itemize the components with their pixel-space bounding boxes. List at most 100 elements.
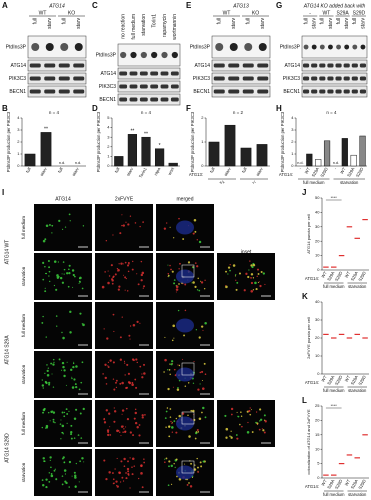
speck: [197, 277, 199, 280]
blot-row-label: BECN1: [193, 89, 210, 95]
speck: [167, 273, 170, 275]
blot-band: [129, 84, 138, 89]
speck: [127, 372, 131, 375]
speck: [118, 285, 121, 288]
speck: [178, 364, 181, 367]
dot-blot: [344, 44, 350, 50]
speck: [136, 425, 139, 429]
speck: [199, 371, 202, 374]
speck: [72, 362, 75, 365]
speck: [68, 268, 70, 271]
speck: [74, 476, 77, 479]
speck: [260, 418, 263, 421]
speck: [225, 285, 228, 289]
blot-band: [257, 76, 269, 81]
y-tick-label: 40: [315, 299, 320, 304]
speck: [173, 420, 176, 423]
speck: [103, 328, 105, 330]
speck: [168, 435, 171, 438]
speck: [225, 427, 229, 431]
speck: [170, 363, 173, 366]
speck: [246, 431, 250, 434]
speck: [200, 281, 204, 284]
speck: [64, 480, 67, 483]
speck: [175, 285, 179, 288]
speck: [178, 268, 180, 270]
speck: [53, 469, 56, 472]
speck: [52, 418, 55, 421]
speck: [71, 475, 73, 477]
speck: [55, 315, 58, 317]
speck: [58, 358, 61, 361]
nucleus: [176, 318, 194, 333]
blot-row-label: ATG14: [11, 63, 27, 69]
speck: [123, 360, 126, 362]
speck: [126, 264, 130, 267]
blot-band: [319, 63, 326, 68]
speck: [202, 329, 204, 331]
speck: [187, 414, 189, 416]
speck: [169, 226, 171, 228]
y-tick-label: 10: [315, 353, 320, 358]
speck: [175, 431, 178, 434]
speck: [69, 331, 72, 334]
blot-band: [359, 63, 367, 68]
speck: [61, 431, 63, 434]
group-label: full medium: [323, 284, 345, 289]
speck: [48, 275, 50, 277]
speck: [229, 269, 231, 272]
speck: [249, 260, 251, 262]
speck: [65, 384, 67, 386]
speck: [44, 290, 47, 293]
dot-blot: [352, 44, 358, 50]
group-label: starvation: [348, 492, 367, 497]
speck: [129, 431, 132, 434]
speck: [257, 281, 260, 284]
speck: [126, 363, 129, 367]
speck: [68, 410, 70, 412]
column-label: inset: [241, 249, 252, 255]
x-tick-label: WT: [320, 374, 328, 383]
y-tick-label: 4: [291, 115, 294, 120]
speck: [134, 378, 137, 381]
blot-band: [139, 71, 148, 76]
speck: [167, 274, 170, 277]
inset-box: [181, 362, 195, 376]
speck: [230, 407, 234, 411]
speck: [251, 265, 254, 269]
speck: [78, 278, 81, 280]
blot-band: [335, 76, 342, 81]
column-label: 2xFVYE: [115, 196, 134, 202]
speck: [109, 359, 112, 362]
y-label: PtdIns3P production per PIK3C3: [280, 111, 285, 172]
speck: [261, 428, 263, 430]
speck: [118, 471, 121, 474]
speck: [68, 486, 70, 488]
speck: [141, 414, 144, 417]
speck: [74, 383, 77, 386]
speck: [51, 373, 53, 375]
speck: [120, 460, 123, 463]
speck: [178, 283, 180, 285]
speck: [124, 374, 126, 376]
speck: [112, 478, 115, 481]
speck: [104, 376, 107, 380]
dot-blot: [229, 43, 238, 51]
speck: [118, 263, 120, 265]
speck: [108, 275, 111, 277]
speck: [115, 480, 118, 483]
speck: [248, 409, 251, 413]
speck: [75, 462, 77, 465]
blot-band: [311, 76, 318, 81]
blot-frame: [211, 85, 271, 98]
speck: [132, 323, 136, 327]
speck: [250, 273, 254, 276]
speck: [61, 331, 63, 334]
speck: [65, 408, 68, 411]
bar: [240, 147, 252, 167]
nd-label: n.d.: [333, 161, 339, 165]
blot-band: [29, 63, 41, 68]
speck: [61, 411, 64, 414]
dot-blot: [120, 51, 127, 59]
speck: [48, 383, 51, 386]
